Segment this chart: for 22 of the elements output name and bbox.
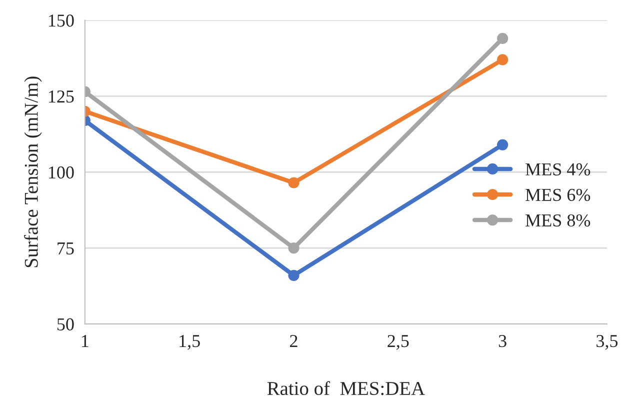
y-tick-label: 100 (49, 166, 74, 179)
legend-label: MES 4% (526, 163, 590, 176)
point (288, 270, 300, 281)
point (497, 54, 508, 66)
x-tick-label: 3 (498, 334, 506, 348)
point (288, 242, 300, 254)
point (288, 177, 300, 188)
point (497, 139, 508, 150)
x-tick-label: 1 (82, 335, 88, 347)
legend-label: MES 8% (526, 214, 590, 227)
legend-label: MES 6% (526, 188, 590, 202)
y-tick-label: 150 (49, 14, 74, 27)
x-tick-label: 1,5 (180, 335, 200, 350)
y-tick-label: 125 (49, 90, 74, 103)
y-tick-label: 75 (58, 242, 74, 255)
x-tick-label: 2 (290, 334, 298, 347)
y-tick-label: 50 (57, 318, 74, 330)
y-axis-title: Surface Tension (mN/m) (24, 76, 42, 268)
point (497, 32, 508, 44)
x-axis-title: Ratio of MES:DEA (267, 381, 425, 396)
x-tick-label: 2,5 (388, 334, 409, 350)
x-tick-label: 3,5 (596, 334, 618, 350)
